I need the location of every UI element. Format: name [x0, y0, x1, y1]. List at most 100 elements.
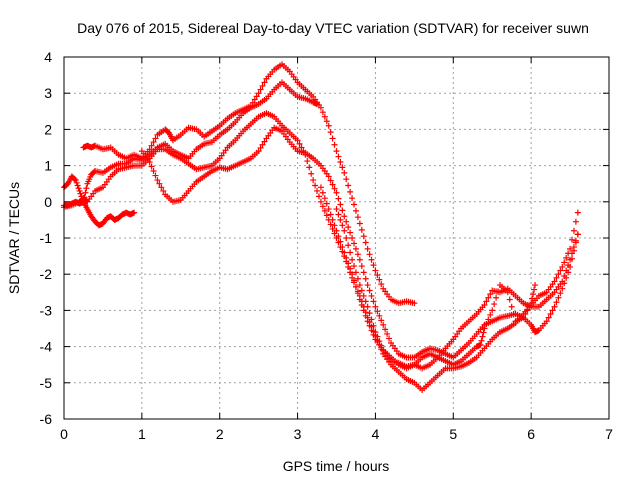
data-point	[341, 169, 348, 176]
data-point	[257, 144, 264, 151]
data-point	[131, 209, 138, 216]
data-point	[522, 311, 529, 318]
data-point	[358, 263, 365, 270]
data-point	[382, 326, 389, 333]
y-tick-labels: -6 -5 -4 -3 -2 -1 0 1 2 3 4	[40, 49, 53, 427]
data-point	[329, 225, 336, 232]
data-point	[569, 236, 576, 243]
data-point	[337, 238, 344, 245]
data-point	[72, 177, 79, 184]
data-point	[339, 164, 346, 171]
data-point	[310, 177, 317, 184]
data-point	[561, 273, 568, 280]
data-point	[343, 176, 350, 183]
data-point	[349, 271, 356, 278]
data-point	[294, 137, 301, 144]
data-point	[532, 282, 539, 289]
y-tick-label: 3	[44, 85, 52, 101]
y-tick-label: -2	[40, 266, 53, 282]
y-tick-label: 2	[44, 121, 52, 137]
data-point	[510, 311, 517, 318]
x-tick-label: 7	[605, 426, 613, 442]
data-point	[319, 109, 326, 116]
data-point	[551, 303, 558, 310]
data-point	[349, 235, 356, 241]
data-point	[368, 292, 375, 299]
data-point	[553, 299, 560, 306]
data-point	[351, 240, 358, 247]
data-point	[483, 298, 490, 305]
data-point	[372, 303, 379, 310]
data-point	[354, 275, 361, 282]
data-point	[261, 138, 268, 145]
data-point	[152, 172, 159, 179]
data-point	[530, 291, 537, 298]
data-point	[356, 282, 363, 289]
data-point	[493, 294, 500, 301]
data-point	[386, 335, 393, 342]
data-point	[368, 256, 375, 263]
chart-title: Day 076 of 2015, Sidereal Day-to-day VTE…	[77, 20, 589, 36]
x-tick-labels: 0 1 2 3 4 5 6 7	[60, 426, 613, 442]
x-tick-label: 6	[527, 426, 535, 442]
data-point	[487, 311, 494, 318]
data-point	[362, 275, 369, 282]
data-point	[335, 153, 342, 160]
data-point	[358, 287, 365, 294]
data-point	[485, 316, 492, 323]
data-point	[259, 82, 266, 89]
data-point	[557, 267, 564, 274]
data-point	[531, 286, 538, 293]
data-point	[337, 201, 344, 208]
data-point	[325, 173, 332, 180]
y-tick-label: 4	[44, 49, 52, 65]
data-point	[368, 316, 375, 323]
data-point	[347, 229, 354, 236]
data-point	[257, 86, 264, 93]
data-point	[572, 218, 579, 225]
data-point	[339, 244, 346, 251]
data-point	[335, 195, 342, 202]
data-point	[360, 292, 367, 299]
data-point	[574, 209, 581, 216]
data-point	[296, 140, 303, 147]
data-point	[146, 146, 153, 153]
data-point	[352, 245, 359, 252]
data-point	[561, 259, 568, 266]
x-tick-label: 4	[372, 426, 380, 442]
data-point	[567, 256, 574, 263]
series-track-1	[61, 173, 138, 229]
data-point	[345, 224, 352, 231]
data-point	[356, 256, 363, 263]
data-point	[83, 185, 90, 192]
data-point	[76, 187, 83, 194]
data-point	[368, 327, 375, 334]
data-point	[506, 296, 513, 303]
data-point	[569, 250, 576, 257]
data-point	[360, 233, 367, 240]
data-point	[549, 307, 556, 314]
data-point	[376, 312, 383, 319]
data-point	[478, 337, 485, 344]
y-tick-label: -3	[40, 302, 53, 318]
data-point	[351, 277, 358, 284]
data-point	[337, 158, 344, 165]
data-point	[329, 181, 336, 188]
data-point	[331, 222, 338, 229]
data-point	[255, 90, 262, 97]
data-point	[158, 184, 165, 191]
data-point	[319, 189, 326, 196]
data-point	[337, 216, 344, 223]
data-point	[551, 278, 558, 285]
data-point	[333, 227, 340, 234]
data-point	[360, 269, 367, 276]
series-track-4	[61, 110, 581, 394]
data-point	[156, 180, 163, 187]
data-point	[356, 296, 363, 303]
data-point	[358, 226, 365, 233]
x-tick-label: 0	[60, 426, 68, 442]
x-tick-label: 5	[449, 426, 457, 442]
data-point	[329, 135, 336, 142]
data-point	[553, 274, 560, 281]
